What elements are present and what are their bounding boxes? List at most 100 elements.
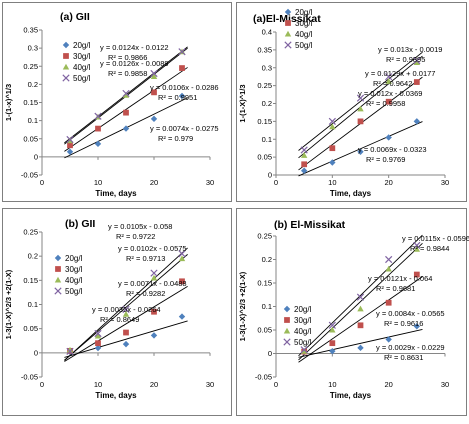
- y-tick-label: 0: [34, 348, 38, 357]
- data-point: [67, 142, 73, 148]
- y-tick-label: 0.2: [262, 99, 272, 108]
- y-tick-label: 0.3: [262, 63, 272, 72]
- y-tick-label: 0.2: [28, 80, 38, 89]
- data-point: [358, 118, 364, 124]
- r-squared-label: R² = 0.9713: [126, 254, 165, 263]
- x-tick-label: 20: [384, 380, 392, 389]
- y-tick-label: 0.25: [23, 228, 38, 237]
- equation-label: y = 0.0029x - 0.0229: [376, 343, 445, 352]
- y-tick-label: 0.1: [262, 135, 272, 144]
- data-point: [329, 145, 335, 151]
- x-tick-label: 10: [94, 380, 102, 389]
- y-tick-label: 0.35: [23, 26, 38, 35]
- y-tick-label: 0.2: [262, 255, 272, 264]
- y-tick-label: 0.4: [262, 28, 272, 37]
- y-axis-title: 1-(1-X)^1/3: [238, 84, 247, 122]
- x-tick-label: 30: [206, 380, 214, 389]
- y-tick-label: 0.15: [23, 98, 38, 107]
- equation-label: y = 0.0106x - 0.0286: [150, 83, 219, 92]
- data-point: [95, 126, 101, 132]
- y-tick-label: 0.25: [257, 81, 272, 90]
- y-tick-label: -0.05: [21, 373, 38, 382]
- legend-label: 40g/l: [294, 327, 312, 336]
- r-squared-label: R² = 0.9642: [373, 79, 412, 88]
- legend-label: 40g/l: [65, 276, 83, 285]
- legend-label: 30g/l: [65, 265, 83, 274]
- y-axis-title: 1-3(1-X)^2/3 +2(1-X): [238, 271, 247, 341]
- r-squared-label: R² = 0.8631: [384, 353, 423, 362]
- x-tick-label: 0: [40, 178, 44, 187]
- data-point: [123, 110, 129, 116]
- r-squared-label: R² = 0.9722: [116, 232, 155, 241]
- y-tick-label: 0.1: [262, 302, 272, 311]
- x-tick-label: 10: [328, 380, 336, 389]
- r-squared-label: R² = 0.9616: [384, 319, 423, 328]
- y-tick-label: 0: [268, 349, 272, 358]
- equation-label: y = 0.0102x - 0.0575: [118, 244, 187, 253]
- data-point: [179, 65, 185, 71]
- legend-label: 30g/l: [295, 19, 313, 28]
- x-axis-title: Time, days: [330, 189, 372, 198]
- y-tick-label: 0.05: [23, 324, 38, 333]
- legend-label: 50g/l: [294, 338, 312, 347]
- x-tick-label: 0: [274, 178, 278, 187]
- x-tick-label: 30: [206, 178, 214, 187]
- r-squared-label: R² = 0.9951: [158, 93, 197, 102]
- equation-label: y = 0.0084x - 0.0565: [376, 309, 445, 318]
- y-tick-label: -0.05: [255, 373, 272, 382]
- r-squared-label: R² = 0.9681: [376, 284, 415, 293]
- y-tick-label: 0: [34, 152, 38, 161]
- y-tick-label: 0.2: [28, 252, 38, 261]
- x-tick-label: 30: [441, 178, 449, 187]
- data-point: [301, 161, 307, 167]
- r-squared-label: R² = 0.9769: [366, 155, 405, 164]
- y-tick-label: 0.25: [257, 232, 272, 241]
- y-tick-label: 0.3: [28, 44, 38, 53]
- legend-label: 20g/l: [295, 8, 313, 17]
- equation-label: y = 0.0069x - 0.0323: [358, 145, 427, 154]
- x-tick-label: 10: [328, 178, 336, 187]
- r-squared-label: R² = 0.9844: [410, 244, 449, 253]
- chart-title: (a) GII: [60, 11, 90, 23]
- r-squared-label: R² = 0.979: [158, 134, 193, 143]
- equation-label: y = 0.0074x - 0.0275: [150, 124, 219, 133]
- x-axis-title: Time, days: [330, 391, 372, 400]
- legend-label: 50g/l: [65, 287, 83, 296]
- data-point: [358, 322, 364, 328]
- data-point: [386, 300, 392, 306]
- r-squared-label: R² = 0.9895: [386, 55, 425, 64]
- data-point: [95, 340, 101, 346]
- y-tick-label: 0.1: [28, 300, 38, 309]
- y-tick-label: 0.15: [257, 279, 272, 288]
- legend-marker: [285, 20, 291, 26]
- chart-title: (b) El-Missikat: [274, 219, 346, 231]
- x-tick-label: 0: [40, 380, 44, 389]
- x-axis-title: Time, days: [95, 189, 137, 198]
- y-tick-label: 0.15: [257, 117, 272, 126]
- y-tick-label: 0.1: [28, 116, 38, 125]
- r-squared-label: R² = 0.9866: [108, 53, 147, 62]
- data-point: [414, 79, 420, 85]
- x-tick-label: 20: [150, 178, 158, 187]
- equation-label: y = 0.0035x - 0.0264: [92, 305, 161, 314]
- legend-label: 50g/l: [295, 41, 313, 50]
- y-tick-label: 0.05: [257, 153, 272, 162]
- x-tick-label: 20: [150, 380, 158, 389]
- x-tick-label: 0: [274, 380, 278, 389]
- y-axis-title: 1-3(1-X)^2/3 +2(1-X): [4, 269, 13, 339]
- legend-label: 40g/l: [295, 30, 313, 39]
- legend-label: 30g/l: [294, 316, 312, 325]
- legend-label: 30g/l: [73, 52, 91, 61]
- equation-label: y = 0.013x - 0.0019: [378, 45, 442, 54]
- y-tick-label: 0.05: [257, 326, 272, 335]
- legend-label: 20g/l: [73, 41, 91, 50]
- chart-title: (b) GII: [65, 218, 95, 230]
- equation-label: y = 0.0124x - 0.0122: [100, 43, 169, 52]
- y-tick-label: 0.35: [257, 45, 272, 54]
